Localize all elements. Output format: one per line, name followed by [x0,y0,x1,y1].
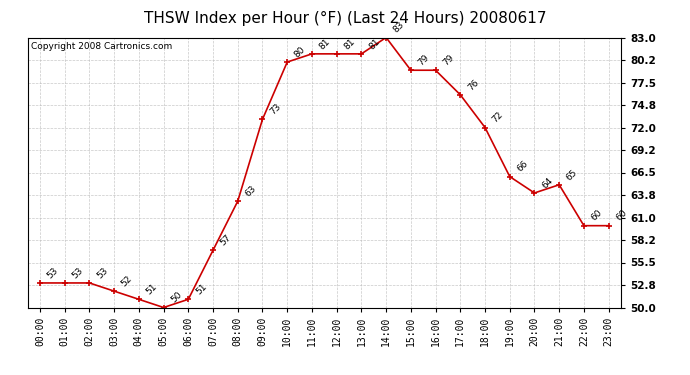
Text: 73: 73 [268,102,282,117]
Text: 79: 79 [441,53,455,68]
Text: 60: 60 [589,209,604,223]
Text: 76: 76 [466,78,480,92]
Text: 80: 80 [293,45,307,59]
Text: 57: 57 [219,233,233,248]
Text: 81: 81 [317,37,332,51]
Text: 79: 79 [416,53,431,68]
Text: 72: 72 [491,110,505,125]
Text: 83: 83 [392,20,406,35]
Text: THSW Index per Hour (°F) (Last 24 Hours) 20080617: THSW Index per Hour (°F) (Last 24 Hours)… [144,11,546,26]
Text: 60: 60 [614,209,629,223]
Text: 53: 53 [46,266,60,280]
Text: 53: 53 [70,266,85,280]
Text: 81: 81 [367,37,382,51]
Text: 53: 53 [95,266,110,280]
Text: Copyright 2008 Cartronics.com: Copyright 2008 Cartronics.com [30,42,172,51]
Text: 66: 66 [515,159,530,174]
Text: 65: 65 [564,168,579,182]
Text: 81: 81 [342,37,357,51]
Text: 64: 64 [540,176,555,190]
Text: 52: 52 [119,274,134,288]
Text: 51: 51 [194,282,208,297]
Text: 63: 63 [244,184,258,198]
Text: 51: 51 [144,282,159,297]
Text: 50: 50 [169,290,184,305]
